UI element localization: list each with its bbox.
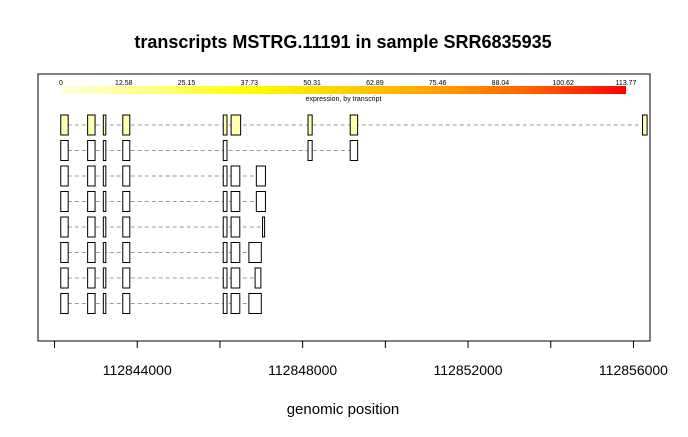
exon-box: [255, 165, 266, 187]
exon-box: [102, 242, 107, 263]
exon-box: [60, 242, 69, 263]
exon-box: [122, 216, 131, 238]
exon-box: [60, 165, 69, 187]
exon-box: [87, 114, 96, 136]
exon-box: [122, 191, 131, 212]
legend-tick-label: 100.62: [553, 80, 575, 87]
legend-tick-label: 12.58: [115, 80, 133, 87]
exon-box: [60, 140, 69, 161]
exon-box: [222, 114, 228, 136]
exon-box: [87, 293, 96, 314]
exon-box: [102, 140, 107, 161]
exon-box: [122, 267, 131, 289]
transcript-row: [60, 114, 648, 136]
x-tick-label: 112856000: [599, 362, 668, 378]
x-axis-label: genomic position: [287, 401, 400, 418]
exon-box: [230, 165, 241, 187]
exon-box: [102, 216, 107, 238]
exon-box: [230, 216, 241, 238]
transcript-row: [60, 267, 262, 289]
exon-box: [222, 191, 228, 212]
exon-box: [642, 114, 648, 136]
exon-box: [248, 242, 262, 263]
transcript-row: [60, 216, 266, 238]
legend-color-bar: [61, 86, 626, 94]
exon-box: [222, 140, 228, 161]
legend-tick-label: 50.31: [303, 80, 321, 87]
exon-box: [60, 114, 69, 136]
x-tick-label: 112852000: [434, 362, 503, 378]
exon-box: [87, 165, 96, 187]
exon-box: [248, 293, 262, 314]
legend-tick-label: 113.77: [616, 80, 637, 87]
exon-box: [222, 216, 228, 238]
exon-box: [60, 191, 69, 212]
exon-box: [122, 293, 131, 314]
plot-frame: [37, 73, 651, 342]
exon-box: [87, 140, 96, 161]
exon-box: [230, 267, 241, 289]
exon-box: [87, 267, 96, 289]
exon-box: [60, 293, 69, 314]
exon-box: [102, 165, 107, 187]
exon-box: [122, 242, 131, 263]
exon-box: [87, 242, 96, 263]
exon-box: [262, 216, 266, 238]
exon-box: [254, 267, 262, 289]
exon-box: [222, 242, 228, 263]
legend-tick-label: 88.04: [492, 80, 510, 87]
exon-box: [122, 165, 131, 187]
exon-box: [102, 293, 107, 314]
plot-area: 0 12.58 25.15 37.73 50.31 62.89 75.46 88.04 100.…: [37, 73, 668, 378]
exon-box: [230, 293, 241, 314]
transcript-row: [60, 191, 266, 212]
legend-title: expression, by transcript: [306, 96, 382, 103]
exon-box: [230, 114, 242, 136]
x-tick-label: 112844000: [103, 362, 172, 378]
exon-box: [349, 114, 359, 136]
transcript-row: [60, 140, 359, 161]
exon-box: [60, 267, 69, 289]
transcript-row: [60, 242, 262, 263]
exon-box: [255, 191, 266, 212]
exon-box: [230, 191, 241, 212]
exon-box: [222, 165, 228, 187]
exon-box: [87, 191, 96, 212]
exon-box: [122, 114, 131, 136]
legend-tick-label: 37.73: [241, 80, 259, 87]
exon-box: [102, 191, 107, 212]
legend-tick-label: 62.89: [366, 80, 384, 87]
transcript-row: [60, 165, 266, 187]
transcript-row: [60, 293, 262, 314]
exon-box: [222, 293, 228, 314]
chart-title: transcripts MSTRG.11191 in sample SRR683…: [134, 32, 551, 52]
exon-box: [102, 267, 107, 289]
legend-tick-label: 75.46: [429, 80, 447, 87]
exon-box: [87, 216, 96, 238]
exon-box: [222, 267, 228, 289]
exon-box: [230, 242, 241, 263]
legend-tick-label: 0: [59, 80, 63, 87]
exon-box: [102, 114, 107, 136]
exon-box: [60, 216, 69, 238]
x-tick-label: 112848000: [268, 362, 337, 378]
exon-box: [122, 140, 131, 161]
exon-box: [349, 140, 359, 161]
legend-tick-label: 25.15: [178, 80, 196, 87]
exon-box: [307, 114, 313, 136]
exon-box: [307, 140, 313, 161]
